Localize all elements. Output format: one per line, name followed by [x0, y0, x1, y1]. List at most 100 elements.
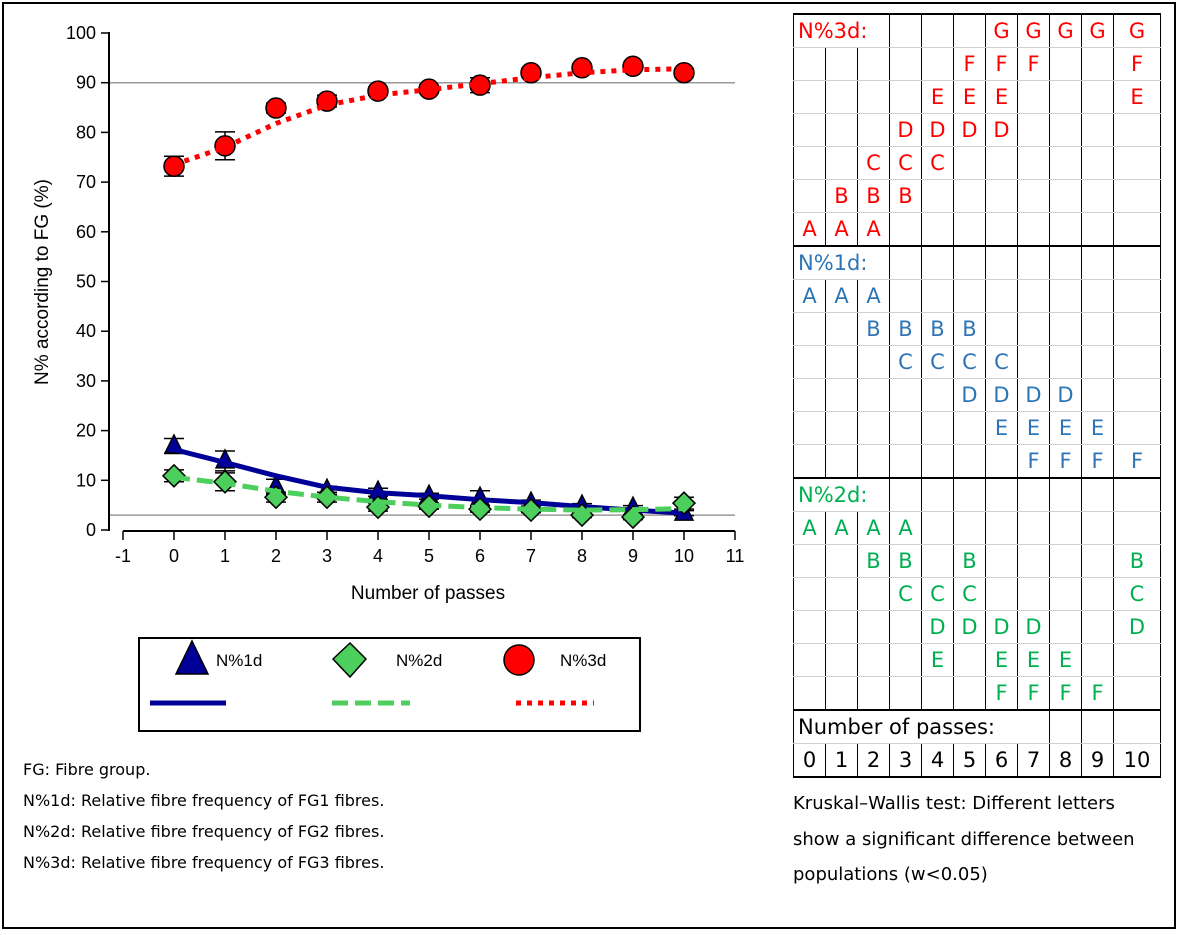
table-cell	[921, 179, 954, 213]
table-cell: D	[953, 378, 986, 412]
table-cell: D	[921, 113, 954, 147]
data-point-diamond	[161, 463, 187, 488]
table-cell: E	[985, 80, 1018, 114]
x-tick-label: 7	[526, 546, 536, 566]
table-cell: C	[889, 577, 922, 611]
pass-number: 6	[985, 743, 1018, 778]
table-cell	[793, 676, 826, 711]
y-tick-label: 80	[76, 122, 96, 142]
table-cell	[889, 279, 922, 313]
table-cell: C	[921, 577, 954, 611]
table-cell	[1049, 113, 1082, 147]
table-cell	[1113, 345, 1161, 379]
data-point-circle	[265, 97, 287, 119]
x-tick-label: 0	[169, 546, 179, 566]
legend-triangle-icon	[174, 639, 210, 675]
table-cell	[1081, 312, 1114, 346]
table-cell	[1049, 577, 1082, 611]
note-n1d: N%1d: Relative fibre frequency of FG1 fi…	[23, 791, 385, 810]
y-tick-label: 100	[66, 23, 96, 43]
table-cell	[793, 146, 826, 180]
table-cell	[985, 544, 1018, 578]
chart-legend: N%1d N%2d N%3d	[138, 637, 641, 732]
table-cell	[857, 676, 890, 711]
table-cell: D	[1017, 610, 1050, 644]
legend-label-n2d: N%2d	[396, 651, 443, 670]
table-cell	[1081, 179, 1114, 213]
table-cell	[1113, 245, 1161, 280]
table-cell: C	[889, 146, 922, 180]
table-cell	[825, 312, 858, 346]
table-cell	[1017, 312, 1050, 346]
legend-symbols	[150, 639, 594, 706]
table-cell	[1113, 212, 1161, 247]
trend-line	[173, 474, 685, 513]
table-cell: B	[857, 312, 890, 346]
table-cell: E	[1017, 411, 1050, 445]
note-n3d: N%3d: Relative fibre frequency of FG3 fi…	[23, 853, 385, 872]
table-cell	[1081, 212, 1114, 247]
table-cell	[1081, 146, 1114, 180]
table-cell	[825, 80, 858, 114]
table-cell: F	[1081, 444, 1114, 479]
table-cell	[1081, 378, 1114, 412]
passes-label-row: Number of passes:	[793, 709, 1161, 744]
table-cell	[1113, 279, 1161, 313]
table-cell: A	[825, 279, 858, 313]
axes: 0 10 20 30 40 50 60 70 80 90 100 -1 0 1 2 3 4 5 6 7 8 9 10 11	[66, 23, 744, 566]
x-axis-label: Number of passes	[351, 583, 505, 604]
x-tick-label: 6	[475, 546, 485, 566]
table-cell	[985, 212, 1018, 247]
table-cell	[825, 610, 858, 644]
passes-row: 0 1 2 3 4 5 6 7 8 9 10	[793, 743, 1161, 778]
table-cell	[889, 676, 922, 711]
trend-line	[173, 66, 685, 168]
data-point-circle	[571, 57, 593, 79]
pass-number: 4	[921, 743, 954, 778]
table-cell	[921, 13, 954, 48]
data-point-circle	[367, 80, 389, 102]
table-cell	[825, 444, 858, 479]
table-cell: B	[921, 312, 954, 346]
table-cell	[857, 444, 890, 479]
y-tick-label: 0	[86, 520, 96, 540]
table-cell	[1017, 544, 1050, 578]
y-tick-label: 90	[76, 73, 96, 93]
table-cell: C	[953, 345, 986, 379]
data-point-circle	[622, 55, 644, 78]
table-cell: D	[953, 113, 986, 147]
table-cell: D	[921, 610, 954, 644]
table-cell: E	[1081, 411, 1114, 445]
table-cell	[889, 477, 922, 512]
table-cell: E	[1049, 411, 1082, 445]
note-n2d: N%2d: Relative fibre frequency of FG2 fi…	[23, 822, 385, 841]
group-label: N%2d:	[793, 477, 890, 512]
table-cell	[793, 411, 826, 445]
table-cell	[953, 179, 986, 213]
table-cell	[921, 544, 954, 578]
table-cell	[793, 577, 826, 611]
table-cell: D	[1017, 378, 1050, 412]
table-cell	[857, 411, 890, 445]
table-cell	[953, 13, 986, 48]
table-cell	[1081, 279, 1114, 313]
table-cell: C	[921, 146, 954, 180]
table-cell	[1081, 511, 1114, 545]
table-cell: C	[1113, 577, 1161, 611]
table-cell	[793, 444, 826, 479]
table-cell	[1017, 511, 1050, 545]
data-point-circle	[163, 155, 185, 177]
table-cell: B	[825, 179, 858, 213]
table-cell	[1113, 378, 1161, 412]
table-cell	[1049, 709, 1082, 744]
y-tick-label: 40	[76, 321, 96, 341]
table-cell	[921, 47, 954, 81]
table-cell: A	[793, 212, 826, 247]
table-cell	[921, 279, 954, 313]
table-cell	[921, 444, 954, 479]
table-cell: B	[1113, 544, 1161, 578]
table-cell	[953, 511, 986, 545]
